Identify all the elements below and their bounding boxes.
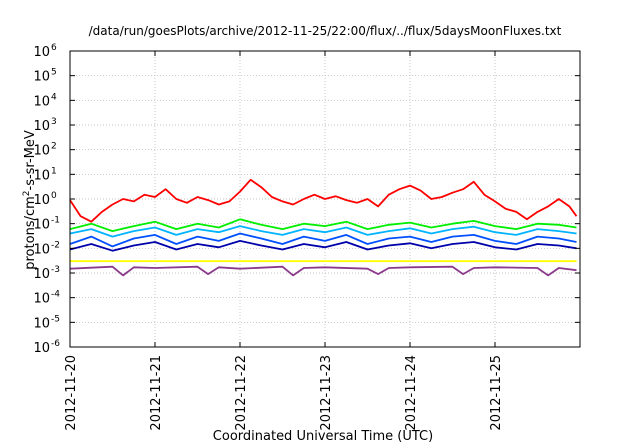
series-line-7 bbox=[69, 265, 577, 277]
series-line-2 bbox=[69, 218, 577, 233]
y-tick-label: 10 bbox=[33, 242, 50, 257]
y-tick-base: 10 bbox=[33, 70, 50, 85]
y-axis-title: protons/cm2-s-sr-MeV bbox=[22, 130, 38, 270]
y-axis-title-superscript: 2 bbox=[22, 190, 32, 196]
x-tick-label: 2012-11-25 bbox=[489, 355, 504, 431]
x-tick-label: 2012-11-24 bbox=[404, 355, 419, 431]
y-tick-label: 10 bbox=[33, 45, 50, 60]
y-tick-base: 10 bbox=[33, 193, 50, 208]
y-tick-label: 10 bbox=[33, 292, 50, 307]
y-tick-base: 10 bbox=[33, 45, 50, 60]
y-tick-label: 10 bbox=[33, 218, 50, 233]
chart-title: /data/run/goesPlots/archive/2012-11-25/2… bbox=[89, 24, 562, 38]
y-tick-label: 10 bbox=[33, 94, 50, 109]
y-tick-base: 10 bbox=[33, 218, 50, 233]
series-line-4 bbox=[69, 232, 577, 248]
y-tick-label: 10 bbox=[33, 267, 50, 282]
y-tick-exponent: 2 bbox=[51, 142, 57, 152]
x-tick-label: 2012-11-20 bbox=[64, 355, 79, 431]
y-tick-exponent: -1 bbox=[51, 216, 60, 226]
y-tick-exponent: 0 bbox=[51, 191, 57, 201]
y-tick-label: 10 bbox=[33, 144, 50, 159]
x-axis-title: Coordinated Universal Time (UTC) bbox=[213, 429, 433, 444]
y-tick-base: 10 bbox=[33, 119, 50, 134]
y-tick-label: 10 bbox=[33, 168, 50, 183]
series-line-3 bbox=[69, 225, 577, 238]
y-tick-base: 10 bbox=[33, 292, 50, 307]
y-tick-exponent: 4 bbox=[51, 92, 57, 102]
y-tick-label: 10 bbox=[33, 316, 50, 331]
y-tick-exponent: 3 bbox=[51, 117, 57, 127]
y-tick-label: 10 bbox=[33, 341, 50, 356]
y-tick-base: 10 bbox=[33, 316, 50, 331]
y-tick-exponent: 1 bbox=[51, 166, 57, 176]
y-tick-base: 10 bbox=[33, 94, 50, 109]
series-line-5 bbox=[69, 239, 577, 252]
y-tick-base: 10 bbox=[33, 267, 50, 282]
y-tick-base: 10 bbox=[33, 341, 50, 356]
y-tick-label: 10 bbox=[33, 70, 50, 85]
y-tick-exponent: -3 bbox=[51, 265, 60, 275]
series-group bbox=[69, 178, 578, 277]
grid bbox=[70, 51, 580, 347]
x-tick-label: 2012-11-23 bbox=[319, 355, 334, 431]
x-ticks: 2012-11-20 2012-11-21 2012-11-22 2012-11-23… bbox=[64, 51, 504, 431]
y-tick-exponent: -6 bbox=[51, 339, 60, 349]
y-tick-label: 10 bbox=[33, 119, 50, 134]
y-tick-label: 10 bbox=[33, 193, 50, 208]
y-tick-exponent: -5 bbox=[51, 314, 60, 324]
y-axis-title-before: protons/cm bbox=[23, 196, 38, 270]
y-ticks: 10 -610 -510 -410 -310 -210 -110 010 110 210 310 41… bbox=[33, 43, 580, 356]
y-tick-exponent: -4 bbox=[51, 290, 60, 300]
y-tick-base: 10 bbox=[33, 168, 50, 183]
y-tick-exponent: -2 bbox=[51, 240, 60, 250]
y-tick-base: 10 bbox=[33, 144, 50, 159]
x-tick-label: 2012-11-22 bbox=[234, 355, 249, 431]
y-tick-exponent: 5 bbox=[51, 68, 57, 78]
series-line-1 bbox=[69, 178, 578, 223]
y-tick-exponent: 6 bbox=[51, 43, 57, 53]
x-tick-label: 2012-11-21 bbox=[149, 355, 164, 431]
y-tick-base: 10 bbox=[33, 242, 50, 257]
y-axis-title-after: -s-sr-MeV bbox=[23, 130, 38, 190]
